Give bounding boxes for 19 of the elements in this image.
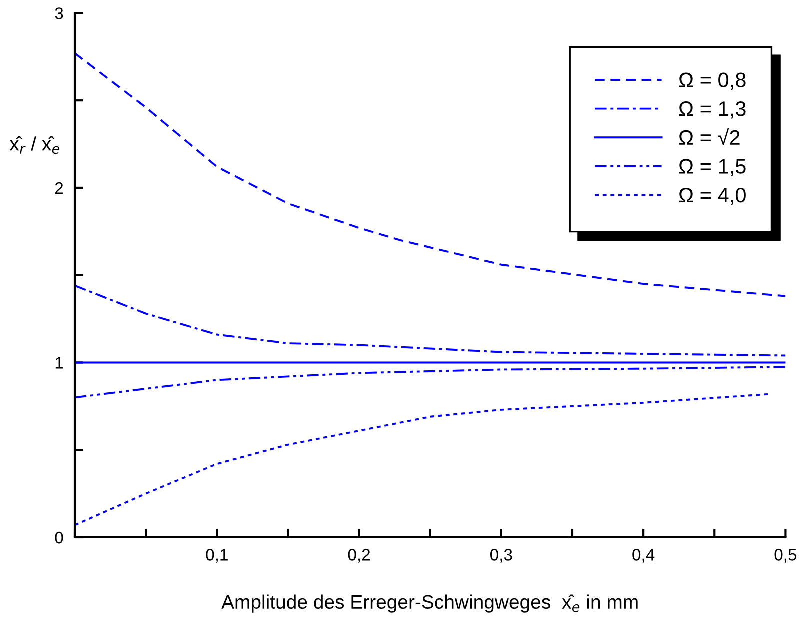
y-tick-label: 0 <box>55 532 64 544</box>
legend-label: Ω = 1,5 <box>679 159 746 176</box>
y-tick-label: 1 <box>56 357 64 369</box>
legend-label: Ω = 0,8 <box>679 72 746 90</box>
x-tick-label: 0,4 <box>632 549 655 563</box>
x-tick-label: 0,1 <box>206 549 228 563</box>
legend-label: Ω = √2 <box>679 128 740 146</box>
legend-label: Ω = 4,0 <box>679 188 746 206</box>
legend-label: Ω = 1,3 <box>679 102 746 119</box>
x-tick-label: 0,2 <box>348 549 370 563</box>
y-tick-label: 2 <box>55 182 64 194</box>
x-tick-label: 0,3 <box>490 549 512 563</box>
line-series <box>75 366 786 399</box>
y-tick-label: 3 <box>55 8 64 20</box>
y-axis-title: x̂$_{r}$ / x̂$_{e}$ <box>10 136 60 154</box>
line-series <box>75 284 786 357</box>
line-series <box>75 52 786 298</box>
x-tick-label: 0,5 <box>774 549 797 563</box>
x-axis-title: Amplitude des Erreger-Schwingweges x̂$_{e}$ in mm <box>222 594 638 613</box>
